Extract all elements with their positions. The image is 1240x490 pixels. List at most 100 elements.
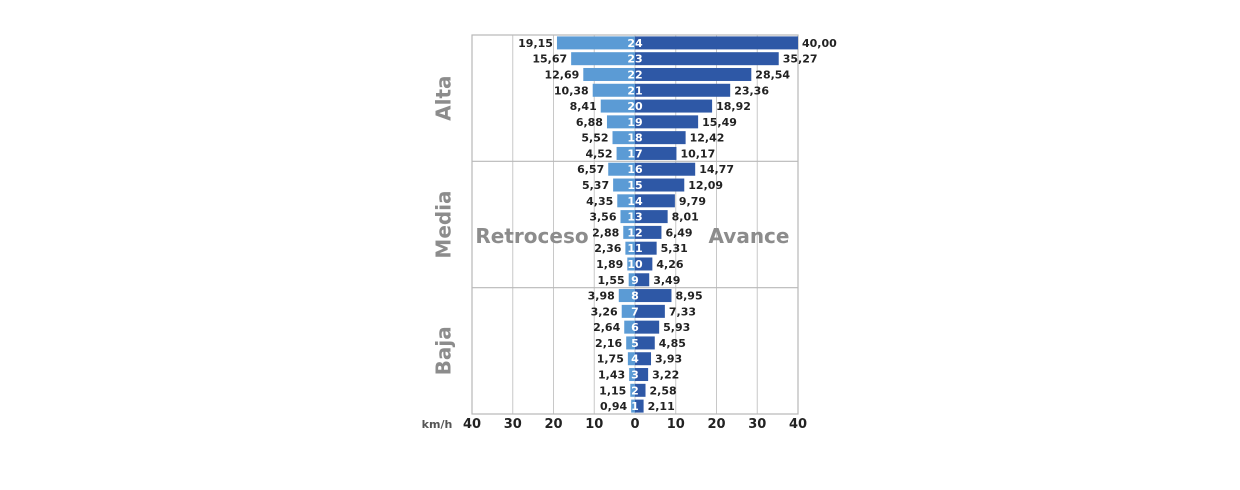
avance-value: 14,77 (699, 163, 734, 176)
gear-number: 14 (627, 195, 643, 208)
gear-number: 21 (627, 84, 642, 97)
avance-bar (635, 178, 685, 192)
gear-number: 18 (627, 132, 642, 145)
avance-bar (635, 83, 731, 97)
retroceso-label: Retroceso (475, 224, 588, 248)
gear-number: 2 (631, 384, 639, 397)
gear-number: 24 (627, 37, 643, 50)
avance-value: 10,17 (680, 147, 715, 160)
avance-bar (635, 368, 649, 382)
avance-bar (635, 146, 677, 160)
retroceso-bar (621, 304, 635, 318)
retroceso-value: 1,55 (598, 274, 625, 287)
gear-number: 22 (627, 68, 642, 81)
retroceso-bar (624, 320, 635, 334)
x-tick-label: 0 (630, 417, 639, 432)
retroceso-value: 2,36 (594, 242, 621, 255)
avance-bar (635, 36, 798, 50)
band-label-baja: Baja (432, 326, 456, 375)
avance-value: 18,92 (716, 100, 751, 113)
gear-number: 10 (627, 258, 643, 271)
retroceso-bar (616, 146, 635, 160)
avance-value: 5,31 (661, 242, 688, 255)
retroceso-value: 8,41 (570, 100, 597, 113)
retroceso-value: 12,69 (544, 68, 579, 81)
band-label-alta: Alta (432, 75, 456, 120)
retroceso-bar (626, 336, 635, 350)
avance-value: 6,49 (665, 226, 692, 239)
retroceso-bar (617, 194, 635, 208)
x-tick-label: 10 (667, 417, 685, 432)
retroceso-value: 10,38 (554, 84, 589, 97)
grid-layer (471, 34, 799, 415)
retroceso-value: 3,98 (588, 290, 615, 303)
avance-bar (635, 194, 675, 208)
gear-number: 5 (631, 337, 639, 350)
unit-label: km/h (422, 418, 453, 431)
retroceso-bar (629, 368, 635, 382)
avance-bar (635, 99, 713, 113)
retroceso-value: 15,67 (532, 53, 567, 66)
avance-value: 9,79 (679, 195, 706, 208)
gear-number: 7 (631, 305, 639, 318)
avance-value: 40,00 (802, 37, 837, 50)
x-tick-label: 30 (748, 417, 766, 432)
retroceso-value: 3,56 (589, 211, 616, 224)
gear-number: 23 (627, 53, 642, 66)
x-tick-label: 10 (585, 417, 603, 432)
gear-number: 13 (627, 211, 642, 224)
retroceso-bar (613, 178, 635, 192)
avance-value: 2,11 (648, 400, 675, 413)
retroceso-bar (618, 289, 635, 303)
avance-value: 35,27 (783, 53, 818, 66)
avance-bar (635, 273, 650, 287)
retroceso-value: 1,43 (598, 369, 625, 382)
gear-number: 4 (631, 353, 639, 366)
avance-bar (635, 383, 646, 397)
avance-value: 3,93 (655, 353, 682, 366)
retroceso-bar (583, 67, 635, 81)
avance-value: 2,58 (650, 384, 677, 397)
retroceso-bar (612, 131, 635, 145)
avance-value: 3,49 (653, 274, 680, 287)
retroceso-value: 3,26 (591, 305, 618, 318)
band-label-media: Media (432, 190, 456, 258)
avance-bar (635, 399, 644, 413)
avance-bar (635, 336, 655, 350)
retroceso-bar (571, 52, 635, 66)
avance-bar (635, 320, 660, 334)
retroceso-value: 0,94 (600, 400, 627, 413)
avance-bar (635, 304, 665, 318)
retroceso-value: 5,52 (581, 132, 608, 145)
retroceso-value: 2,64 (593, 321, 620, 334)
avance-bar (635, 52, 779, 66)
avance-bar (635, 162, 696, 176)
gear-number: 1 (631, 400, 639, 413)
bar-layer (556, 36, 798, 413)
avance-bar (635, 67, 752, 81)
gear-number: 20 (627, 100, 643, 113)
avance-value: 15,49 (702, 116, 737, 129)
avance-bar (635, 131, 686, 145)
retroceso-value: 19,15 (518, 37, 553, 50)
avance-value: 5,93 (663, 321, 690, 334)
retroceso-value: 6,88 (576, 116, 603, 129)
gear-number: 9 (631, 274, 639, 287)
x-tick-label: 40 (789, 417, 807, 432)
avance-bar (635, 225, 662, 239)
gear-number: 8 (631, 290, 639, 303)
retroceso-value: 2,16 (595, 337, 622, 350)
avance-value: 7,33 (669, 305, 696, 318)
avance-bar (635, 257, 653, 271)
avance-value: 3,22 (652, 369, 679, 382)
retroceso-value: 5,37 (582, 179, 609, 192)
retroceso-bar (623, 225, 635, 239)
gear-number: 11 (627, 242, 642, 255)
retroceso-bar (606, 115, 635, 129)
retroceso-bar (608, 162, 635, 176)
retroceso-value: 2,88 (592, 226, 619, 239)
gear-number: 3 (631, 369, 639, 382)
avance-value: 28,54 (755, 68, 790, 81)
avance-label: Avance (709, 224, 790, 248)
